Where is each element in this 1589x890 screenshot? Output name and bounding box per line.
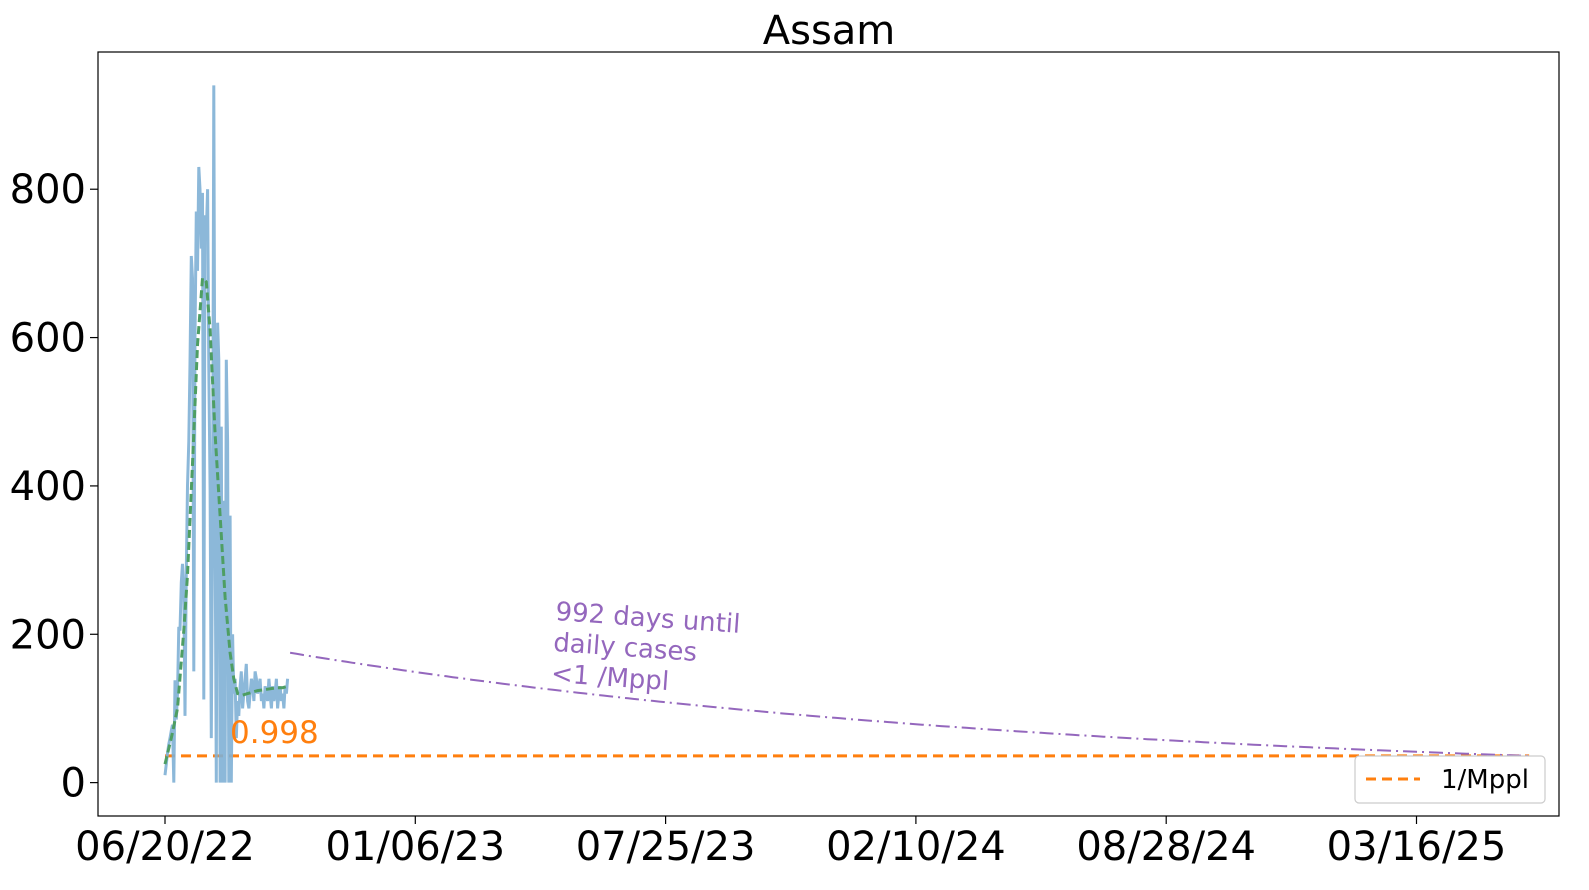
fit-value-label: 0.998: [230, 715, 319, 751]
axes-frame: [97, 51, 1560, 817]
x-tick-label: 01/06/23: [325, 824, 505, 870]
legend-label-threshold: 1/Mppl: [1441, 765, 1529, 795]
legend: 1/Mppl: [1354, 755, 1546, 804]
x-tick-label: 03/16/25: [1327, 824, 1507, 870]
x-tick-label: 07/25/23: [576, 824, 756, 870]
series-layer: [163, 85, 1530, 783]
y-tick-label: 400: [10, 464, 86, 510]
y-tick-label: 200: [10, 612, 86, 658]
y-axis: 0 200 400 600 800: [10, 167, 98, 807]
x-tick-label: 02/10/24: [826, 824, 1006, 870]
y-tick-label: 0: [61, 761, 86, 807]
projection-annotation: 992 days until daily cases <1 /Mppl: [550, 597, 741, 697]
x-tick-label: 06/20/22: [75, 824, 255, 870]
chart-title: Assam: [763, 8, 896, 54]
plot-area: [97, 51, 1560, 817]
y-tick-label: 800: [10, 167, 86, 213]
smoothed-series-line: [163, 274, 289, 765]
legend-box: [1354, 755, 1546, 804]
y-tick-label: 600: [10, 316, 86, 362]
daily-series-line: [163, 85, 290, 783]
projection-curve: [289, 651, 1530, 757]
x-tick-label: 08/28/24: [1076, 824, 1256, 870]
x-axis: 06/20/22 01/06/23 07/25/23 02/10/24 08/28/24…: [75, 816, 1506, 870]
